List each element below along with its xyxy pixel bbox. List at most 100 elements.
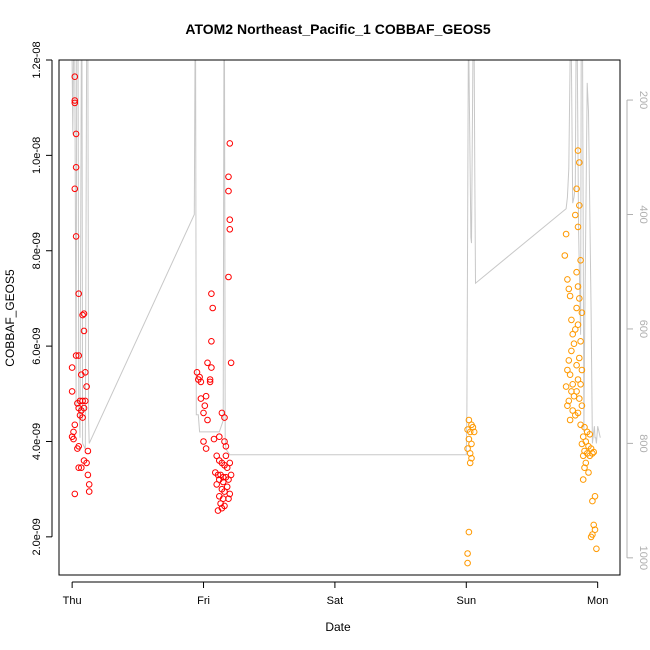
x-tick-label: Mon xyxy=(587,595,608,607)
data-point-series-2 xyxy=(576,159,583,166)
y-tick-label: 4.0e-09 xyxy=(31,423,43,460)
plot-frame xyxy=(58,59,621,576)
data-point-series-2 xyxy=(466,450,474,457)
data-point-series-1 xyxy=(83,383,90,390)
data-point-series-2 xyxy=(568,347,575,355)
data-point-series-2 xyxy=(564,402,571,410)
data-point-series-1 xyxy=(85,481,93,488)
x-tick-label: Thu xyxy=(63,595,82,607)
data-point-series-1 xyxy=(79,397,86,405)
data-point-series-2 xyxy=(565,285,573,293)
data-point-series-2 xyxy=(587,533,595,541)
data-point-series-2 xyxy=(466,459,474,467)
data-point-series-2 xyxy=(574,321,582,329)
data-point-series-1 xyxy=(208,290,215,298)
data-point-series-1 xyxy=(70,435,77,443)
data-point-series-1 xyxy=(202,445,210,452)
data-point-series-1 xyxy=(68,388,76,395)
data-point-series-1 xyxy=(75,352,82,359)
data-point-series-2 xyxy=(582,459,590,467)
data-point-series-2 xyxy=(576,354,583,362)
data-point-series-1 xyxy=(225,273,232,281)
data-point-series-2 xyxy=(581,464,588,472)
data-point-series-1 xyxy=(209,304,216,312)
data-point-series-1 xyxy=(74,445,81,452)
data-point-series-1 xyxy=(225,495,232,503)
data-point-series-2 xyxy=(565,357,573,364)
data-point-series-1 xyxy=(216,433,223,441)
data-point-series-1 xyxy=(226,140,234,147)
data-point-series-2 xyxy=(573,361,580,369)
data-point-series-1 xyxy=(222,452,230,460)
data-point-series-2 xyxy=(581,423,588,431)
data-point-series-1 xyxy=(206,378,214,386)
data-point-series-1 xyxy=(71,421,79,429)
data-point-series-2 xyxy=(562,383,570,390)
data-point-series-2 xyxy=(573,388,580,395)
data-point-series-1 xyxy=(75,464,82,472)
data-point-series-1 xyxy=(75,290,82,298)
data-point-series-2 xyxy=(578,402,586,410)
data-point-series-1 xyxy=(82,369,89,376)
data-point-series-1 xyxy=(222,443,230,450)
data-point-series-2 xyxy=(564,366,571,374)
data-point-series-1 xyxy=(84,447,92,455)
data-point-series-1 xyxy=(202,392,210,400)
data-point-series-2 xyxy=(574,223,582,231)
data-point-series-2 xyxy=(569,381,577,388)
pressure-line xyxy=(71,59,601,456)
data-point-series-2 xyxy=(578,440,586,448)
data-point-series-2 xyxy=(561,252,569,259)
data-point-series-2 xyxy=(586,431,594,438)
data-point-series-2 xyxy=(573,185,580,193)
data-point-series-1 xyxy=(80,310,88,318)
data-point-series-2 xyxy=(469,423,477,431)
y2-tick-label: 600 xyxy=(637,320,649,338)
data-point-series-1 xyxy=(72,164,80,171)
y-tick-label: 1.0e-08 xyxy=(31,137,43,174)
data-point-series-1 xyxy=(85,488,93,495)
data-point-series-1 xyxy=(197,395,205,402)
data-point-series-2 xyxy=(586,452,594,460)
chart-title: ATOM2 Northeast_Pacific_1 COBBAF_GEOS5 xyxy=(185,21,490,37)
data-point-series-2 xyxy=(562,230,570,238)
data-point-series-2 xyxy=(573,268,580,276)
data-point-series-1 xyxy=(72,352,80,359)
data-point-series-1 xyxy=(68,364,76,371)
data-point-series-1 xyxy=(197,378,205,386)
data-point-series-2 xyxy=(572,211,579,219)
data-point-series-1 xyxy=(204,359,211,367)
data-point-series-2 xyxy=(574,283,582,290)
data-point-series-2 xyxy=(577,257,584,264)
data-point-series-2 xyxy=(572,326,579,333)
data-points-layer xyxy=(68,73,600,567)
x-tick-label: Sun xyxy=(456,595,476,607)
pressure-line-layer xyxy=(71,59,601,456)
x-tick-label: Fri xyxy=(197,595,210,607)
y2-tick-label: 200 xyxy=(637,91,649,109)
data-point-series-2 xyxy=(577,338,584,345)
data-point-series-2 xyxy=(566,416,574,424)
data-point-series-1 xyxy=(210,435,218,443)
data-point-series-2 xyxy=(590,521,598,529)
data-point-series-2 xyxy=(468,454,475,462)
data-point-series-1 xyxy=(79,414,86,421)
data-point-series-2 xyxy=(574,409,582,417)
x-tick-label: Sat xyxy=(327,595,344,607)
data-point-series-1 xyxy=(83,459,90,467)
data-point-series-1 xyxy=(206,376,214,383)
data-point-series-2 xyxy=(466,428,474,436)
data-point-series-1 xyxy=(200,438,207,445)
data-point-series-2 xyxy=(470,428,478,436)
y-tick-label: 1.2e-08 xyxy=(31,41,43,78)
data-point-series-2 xyxy=(585,469,592,476)
data-point-series-2 xyxy=(568,316,575,324)
data-point-series-2 xyxy=(590,448,598,456)
data-point-series-1 xyxy=(213,481,220,488)
data-point-series-1 xyxy=(208,338,215,345)
data-point-series-1 xyxy=(226,490,234,498)
data-point-series-2 xyxy=(465,528,473,536)
data-point-series-1 xyxy=(82,397,89,405)
data-point-series-1 xyxy=(71,185,79,193)
